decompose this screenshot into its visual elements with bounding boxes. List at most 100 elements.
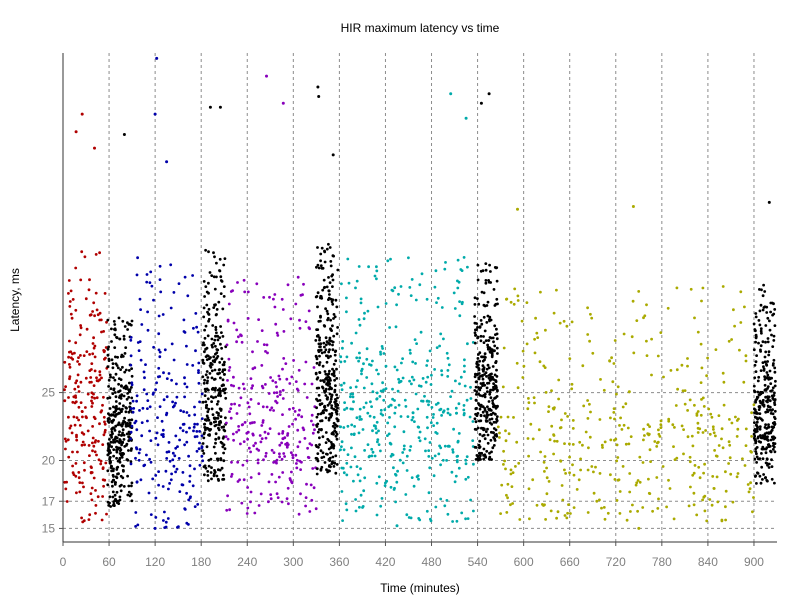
data-point	[362, 362, 365, 366]
data-point	[442, 337, 445, 341]
data-point	[118, 394, 122, 398]
data-point	[340, 466, 344, 470]
data-point	[683, 389, 687, 392]
data-point	[280, 500, 284, 504]
data-point	[766, 360, 769, 363]
data-point	[570, 320, 574, 324]
data-point	[770, 376, 773, 380]
data-point	[108, 461, 112, 465]
data-point	[722, 380, 726, 384]
data-point	[339, 355, 343, 359]
data-point	[457, 466, 461, 470]
data-point	[415, 475, 419, 479]
data-point	[69, 312, 73, 316]
data-point	[108, 407, 112, 410]
data-point	[600, 443, 604, 447]
data-point	[112, 500, 116, 504]
data-point	[488, 418, 492, 421]
data-point	[425, 364, 429, 367]
data-point	[316, 452, 320, 455]
data-point	[768, 328, 772, 332]
data-point	[485, 449, 489, 453]
data-point	[381, 381, 384, 385]
data-point	[321, 451, 325, 455]
data-point	[210, 274, 214, 277]
data-point	[216, 416, 220, 420]
data-point	[79, 380, 83, 384]
data-point	[359, 297, 363, 301]
data-point	[642, 316, 645, 320]
data-point	[320, 266, 324, 270]
data-point	[483, 392, 487, 396]
x-tick-label: 600	[514, 555, 534, 569]
data-point	[315, 295, 319, 298]
data-point	[448, 445, 451, 448]
data-point	[724, 518, 727, 522]
data-point	[771, 386, 775, 390]
data-point	[230, 475, 233, 478]
data-point	[322, 341, 326, 345]
data-point	[113, 493, 117, 497]
data-point	[479, 269, 483, 273]
data-point	[439, 497, 443, 501]
data-point	[197, 381, 201, 385]
data-point	[296, 428, 300, 432]
data-point	[214, 334, 217, 338]
data-point	[141, 406, 145, 410]
data-point	[392, 466, 395, 470]
data-point	[340, 388, 344, 391]
data-point	[113, 328, 116, 331]
data-point	[377, 429, 380, 433]
data-point	[296, 445, 300, 449]
data-point	[357, 318, 361, 321]
data-point	[139, 358, 143, 362]
data-point	[194, 349, 197, 353]
data-point	[295, 462, 298, 465]
data-point	[435, 421, 439, 425]
data-point	[463, 384, 467, 388]
data-point	[118, 495, 122, 499]
data-point	[395, 480, 399, 484]
data-point	[486, 441, 490, 445]
data-point	[753, 376, 757, 380]
data-point	[148, 429, 152, 433]
data-point	[603, 440, 607, 444]
data-point	[629, 510, 632, 513]
data-point	[98, 378, 101, 382]
data-point	[281, 397, 285, 400]
data-point	[451, 448, 455, 451]
data-point	[216, 388, 220, 392]
data-point	[161, 313, 165, 316]
data-point-outlier	[265, 74, 268, 78]
data-point	[243, 290, 247, 294]
data-point	[105, 320, 108, 324]
data-point	[393, 286, 397, 290]
data-point	[129, 430, 133, 434]
data-point	[114, 424, 118, 428]
data-point	[641, 506, 645, 509]
data-point	[741, 457, 744, 461]
data-point	[158, 264, 162, 268]
data-point	[433, 368, 436, 371]
data-point	[335, 412, 339, 416]
data-point	[335, 437, 339, 441]
data-point	[495, 368, 498, 372]
data-point	[339, 360, 343, 364]
data-point	[117, 316, 121, 320]
data-point	[249, 377, 253, 380]
data-point	[130, 418, 134, 422]
data-point	[320, 351, 324, 355]
data-point	[341, 340, 345, 343]
data-point	[126, 424, 130, 428]
data-point	[446, 407, 450, 411]
data-point	[330, 387, 333, 391]
data-point	[486, 433, 490, 437]
data-point	[285, 377, 289, 381]
data-point	[150, 284, 154, 288]
data-point	[100, 518, 104, 522]
y-tick-label: 15	[42, 521, 56, 535]
data-point	[586, 511, 590, 514]
data-point	[512, 416, 515, 419]
data-point	[319, 412, 323, 416]
data-point	[331, 285, 334, 288]
